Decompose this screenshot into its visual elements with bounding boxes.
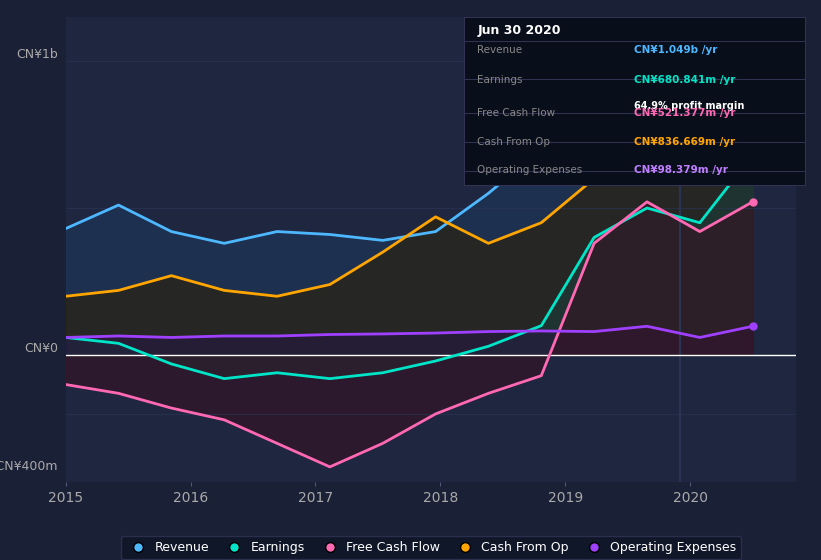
Text: CN¥1b: CN¥1b <box>16 48 58 61</box>
Legend: Revenue, Earnings, Free Cash Flow, Cash From Op, Operating Expenses: Revenue, Earnings, Free Cash Flow, Cash … <box>121 536 741 559</box>
Text: Cash From Op: Cash From Op <box>478 137 551 147</box>
Text: 64.9% profit margin: 64.9% profit margin <box>635 101 745 111</box>
Text: -CN¥400m: -CN¥400m <box>0 460 58 473</box>
Text: CN¥680.841m /yr: CN¥680.841m /yr <box>635 75 736 85</box>
Text: CN¥0: CN¥0 <box>25 342 58 355</box>
Text: Revenue: Revenue <box>478 45 523 55</box>
Text: CN¥521.377m /yr: CN¥521.377m /yr <box>635 109 736 118</box>
Text: Free Cash Flow: Free Cash Flow <box>478 109 556 118</box>
Text: CN¥98.379m /yr: CN¥98.379m /yr <box>635 166 728 175</box>
Text: CN¥1.049b /yr: CN¥1.049b /yr <box>635 45 718 55</box>
Text: CN¥836.669m /yr: CN¥836.669m /yr <box>635 137 736 147</box>
Text: Earnings: Earnings <box>478 75 523 85</box>
Text: Operating Expenses: Operating Expenses <box>478 166 583 175</box>
Text: Jun 30 2020: Jun 30 2020 <box>478 25 561 38</box>
